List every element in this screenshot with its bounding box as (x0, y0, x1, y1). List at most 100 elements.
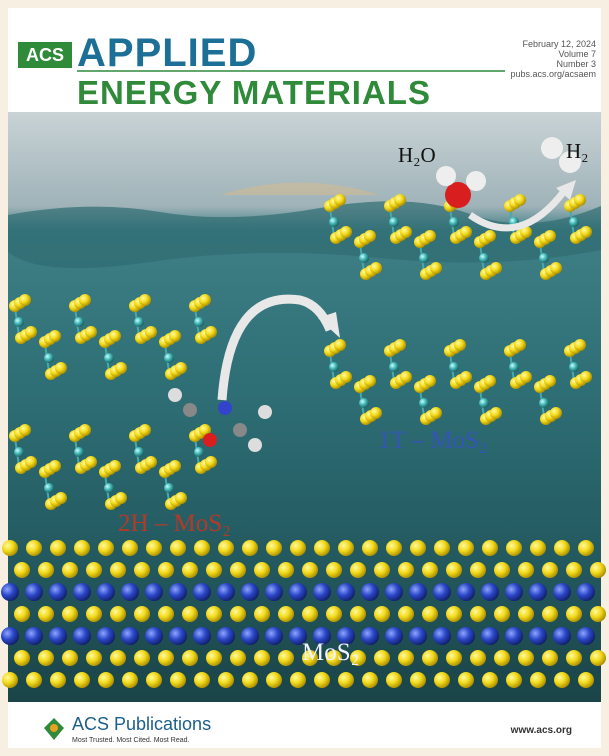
sulfur-atom (199, 424, 211, 436)
sulfur-atom (386, 540, 402, 556)
intercalant-atom (168, 388, 182, 402)
sulfur-atom (544, 375, 556, 387)
sulfur-atom (290, 672, 306, 688)
sulfur-atom (25, 326, 37, 338)
sulfur-atom (115, 362, 127, 374)
sulfur-atom (74, 672, 90, 688)
molybdenum-atom (481, 583, 499, 601)
sulfur-atom (374, 606, 390, 622)
sulfur-atom (458, 672, 474, 688)
sulfur-atom (109, 330, 121, 342)
sulfur-atom (394, 339, 406, 351)
sulfur-atom (422, 650, 438, 666)
sulfur-atom (230, 562, 246, 578)
issue-date: February 12, 2024 (522, 39, 596, 49)
molybdenum-atom (121, 627, 139, 645)
sulfur-atom (266, 540, 282, 556)
sulfur-atom (398, 650, 414, 666)
molybdenum-atom (505, 583, 523, 601)
molybdenum-atom (289, 583, 307, 601)
sulfur-atom (514, 339, 526, 351)
sulfur-atom (302, 650, 318, 666)
sulfur-atom (14, 650, 30, 666)
sulfur-atom (370, 407, 382, 419)
sulfur-atom (394, 194, 406, 206)
sulfur-atom (278, 650, 294, 666)
metal-atom (74, 317, 84, 327)
hydrogen-atom (559, 151, 581, 173)
sulfur-atom (158, 606, 174, 622)
sulfur-atom (134, 606, 150, 622)
molybdenum-atom (121, 583, 139, 601)
sulfur-atom (86, 606, 102, 622)
sulfur-atom (74, 540, 90, 556)
sulfur-atom (566, 606, 582, 622)
sulfur-atom (169, 330, 181, 342)
sulfur-atom (38, 562, 54, 578)
brand-logo-dot (50, 724, 58, 732)
issue-volume: Volume 7 (558, 49, 596, 59)
sulfur-atom (446, 562, 462, 578)
sulfur-atom (422, 562, 438, 578)
sulfur-atom (242, 672, 258, 688)
sulfur-atom (542, 650, 558, 666)
metal-atom (14, 447, 24, 457)
molybdenum-atom (433, 583, 451, 601)
journal-title-line1: APPLIED (77, 31, 257, 75)
intercalant-atom (218, 401, 232, 415)
molybdenum-atom (457, 627, 475, 645)
molybdenum-atom (313, 583, 331, 601)
sulfur-atom (334, 194, 346, 206)
sulfur-atom (458, 540, 474, 556)
sulfur-atom (590, 606, 606, 622)
sulfur-atom (580, 226, 592, 238)
sulfur-atom (206, 606, 222, 622)
sulfur-atom (386, 672, 402, 688)
sulfur-atom (554, 672, 570, 688)
sulfur-atom (266, 672, 282, 688)
sulfur-atom (146, 672, 162, 688)
sulfur-atom (25, 456, 37, 468)
sulfur-atom (544, 230, 556, 242)
sulfur-atom (490, 262, 502, 274)
sulfur-atom (110, 650, 126, 666)
sulfur-atom (145, 326, 157, 338)
sulfur-atom (38, 606, 54, 622)
sulfur-atom (482, 672, 498, 688)
sulfur-atom (122, 540, 138, 556)
publisher-box (18, 42, 72, 68)
sulfur-atom (194, 672, 210, 688)
metal-atom (194, 447, 204, 457)
sulfur-atom (85, 326, 97, 338)
sulfur-atom (139, 424, 151, 436)
sulfur-atom (115, 492, 127, 504)
metal-atom (479, 253, 489, 263)
issue-url: pubs.acs.org/acsaem (510, 69, 596, 79)
sulfur-atom (14, 562, 30, 578)
sulfur-atom (460, 371, 472, 383)
sulfur-atom (362, 540, 378, 556)
sulfur-atom (430, 407, 442, 419)
sulfur-atom (79, 424, 91, 436)
sulfur-atom (578, 540, 594, 556)
sulfur-atom (430, 262, 442, 274)
sulfur-atom (109, 460, 121, 472)
sulfur-atom (230, 650, 246, 666)
sulfur-atom (362, 672, 378, 688)
metal-atom (539, 398, 549, 408)
sulfur-atom (518, 562, 534, 578)
sulfur-atom (422, 606, 438, 622)
intercalant-atom (258, 405, 272, 419)
molybdenum-atom (217, 583, 235, 601)
molybdenum-atom (193, 627, 211, 645)
sulfur-atom (514, 194, 526, 206)
sulfur-atom (278, 562, 294, 578)
metal-atom (104, 353, 114, 363)
intercalant-atom (233, 423, 247, 437)
sulfur-atom (374, 562, 390, 578)
metal-atom (164, 483, 174, 493)
sulfur-atom (574, 339, 586, 351)
sulfur-atom (566, 562, 582, 578)
sulfur-atom (110, 562, 126, 578)
molybdenum-atom (25, 627, 43, 645)
